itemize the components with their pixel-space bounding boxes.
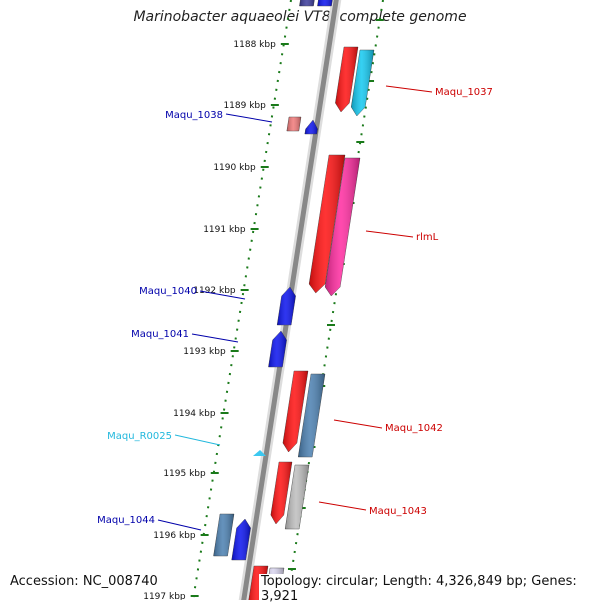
leader-line-maqu-1044 — [157, 519, 202, 531]
gene-feature — [299, 0, 315, 7]
summary-text: Topology: circular; Length: 4,326,849 bp… — [259, 574, 600, 604]
leader-line-maqu-r0025 — [174, 434, 221, 446]
gene-feature-maqu-1042 — [297, 373, 326, 458]
gene-feature-maqu-1037-left — [335, 46, 359, 113]
tick-label: 1194 kbp — [173, 409, 216, 419]
leader-line-maqu-1037 — [385, 85, 433, 93]
gene-feature-maqu-1038 — [304, 119, 318, 135]
tick-label: 1190 kbp — [213, 163, 256, 173]
gene-label-maqu-1041: Maqu_1041 — [131, 329, 189, 340]
gene-feature-maqu-1043-left — [270, 461, 293, 525]
gene-features — [213, 0, 375, 600]
gene-label-rlml: rlmL — [416, 232, 439, 243]
leader-line-maqu-1041 — [191, 333, 239, 343]
leader-line-maqu-1038 — [225, 113, 273, 123]
tick-label: 1197 kbp — [143, 592, 186, 600]
tick-label: 1193 kbp — [183, 347, 226, 357]
leader-line-maqu-1042 — [333, 419, 383, 429]
gene-label-maqu-1038: Maqu_1038 — [165, 110, 223, 121]
gene-label-maqu-r0025: Maqu_R0025 — [107, 431, 172, 442]
gene-feature-maqu-1040 — [276, 286, 296, 326]
accession-text: Accession: NC_008740 — [8, 574, 160, 589]
gene-feature-rlml — [324, 157, 361, 297]
leader-line-maqu-1043 — [318, 501, 367, 511]
gene-feature-maqu-1044 — [231, 518, 251, 561]
gene-label-maqu-1042: Maqu_1042 — [385, 423, 443, 434]
tick-label: 1189 kbp — [223, 101, 266, 111]
gene-feature — [317, 0, 333, 7]
gene-feature-maqu-r0025 — [253, 450, 266, 456]
gene-feature-maqu-1042-left — [282, 370, 309, 453]
gene-feature-maqu-1037 — [351, 49, 375, 117]
gene-label-maqu-1037: Maqu_1037 — [435, 87, 493, 98]
gene-feature-rlml-left — [308, 154, 346, 294]
gene-label-maqu-1044: Maqu_1044 — [97, 515, 155, 526]
gene-label-maqu-1040: Maqu_1040 — [139, 286, 197, 297]
tick-track: 1188 kbp 1189 kbp 1190 kbp 1191 kbp 1192 kbp… — [143, 0, 384, 600]
tick-label: 1196 kbp — [153, 531, 196, 541]
gene-feature-maqu-1041 — [268, 330, 287, 368]
tick-label: 1188 kbp — [233, 40, 276, 50]
gene-labels: Maqu_1037 Maqu_1038 rlmL Maqu_1040 Maqu_1041… — [97, 85, 493, 531]
tick-label: 1191 kbp — [203, 225, 246, 235]
tick-label: 1195 kbp — [163, 469, 206, 479]
leader-line-rlml — [365, 230, 414, 238]
gene-feature-maqu-1038-left — [286, 116, 302, 132]
gene-feature-maqu-1044-left — [213, 513, 235, 557]
tick-label: 1192 kbp — [193, 286, 236, 296]
gene-label-maqu-1043: Maqu_1043 — [369, 506, 427, 517]
gene-feature-maqu-1043 — [284, 464, 310, 530]
leader-line-maqu-1040 — [199, 290, 246, 300]
